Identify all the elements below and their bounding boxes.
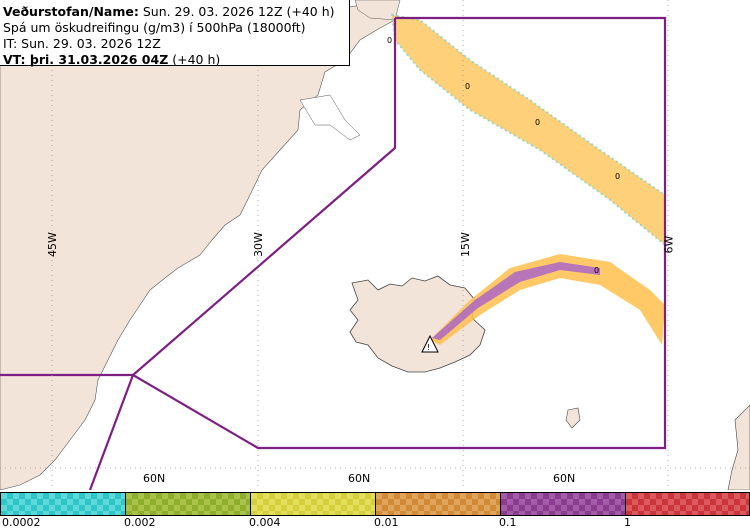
latitude-label: 60N	[348, 472, 371, 485]
info-line-2: Spá um öskudreifingu (g/m3) í 500hPa (18…	[3, 20, 306, 35]
legend-swatch-5	[500, 492, 626, 516]
lead-time: (+40 h)	[168, 52, 221, 67]
info-line-4: VT: þri. 31.03.2026 04Z (+40 h)	[3, 52, 349, 68]
norway-coast	[727, 404, 750, 490]
graticule	[0, 0, 750, 490]
legend-tick-label: 0.0002	[2, 516, 41, 529]
latitude-label: 60N	[553, 472, 576, 485]
legend-tick-label: 0.002	[124, 516, 156, 529]
ash-plume-south	[430, 254, 665, 345]
advisory-boundary	[0, 16, 667, 450]
iceland-land	[349, 275, 486, 373]
contour-label: 0	[535, 118, 541, 127]
small-island	[565, 407, 581, 429]
concentration-legend	[0, 490, 750, 518]
legend-swatch-2	[125, 492, 251, 516]
info-line-3: IT: Sun. 29. 03. 2026 12Z	[3, 36, 161, 51]
legend-swatch-4	[375, 492, 501, 516]
legend-swatch-6	[625, 492, 750, 516]
fjord	[299, 94, 361, 141]
valid-time: VT: þri. 31.03.2026 04Z	[3, 52, 169, 67]
forecast-info-box: Veðurstofan/Name: Sun. 29. 03. 2026 12Z …	[0, 0, 350, 68]
longitude-label: 6W	[662, 235, 676, 254]
legend-swatch-3	[250, 492, 376, 516]
map-canvas[interactable]: !	[0, 0, 750, 490]
issuer-label: Veðurstofan/Name:	[3, 4, 139, 19]
svg-text:!: !	[427, 343, 430, 352]
ash-plume-north-edge	[390, 13, 666, 248]
legend-tick-label: 0.1	[499, 516, 517, 529]
legend-tick-label: 1	[624, 516, 631, 529]
advisory-boundary-west	[88, 18, 397, 490]
longitude-label: 30W	[251, 232, 265, 257]
latitude-label: 60N	[143, 472, 166, 485]
issue-time: Sun. 29. 03. 2026 12Z (+40 h)	[138, 4, 335, 19]
info-line-1: Veðurstofan/Name: Sun. 29. 03. 2026 12Z …	[3, 4, 349, 20]
contour-label: 0	[465, 82, 471, 91]
legend-tick-label: 0.004	[249, 516, 281, 529]
island-north	[354, 0, 401, 21]
contour-label: 0	[594, 266, 600, 275]
ash-plume-south-core	[432, 262, 600, 340]
volcano-icon[interactable]: !	[421, 334, 439, 353]
longitude-label: 45W	[45, 232, 59, 257]
legend-tick-label: 0.01	[374, 516, 399, 529]
legend-swatch-1	[0, 492, 126, 516]
contour-label: 0	[387, 36, 393, 45]
longitude-label: 15W	[458, 232, 472, 257]
contour-label: 0	[615, 172, 621, 181]
ash-plume-north	[392, 15, 665, 245]
